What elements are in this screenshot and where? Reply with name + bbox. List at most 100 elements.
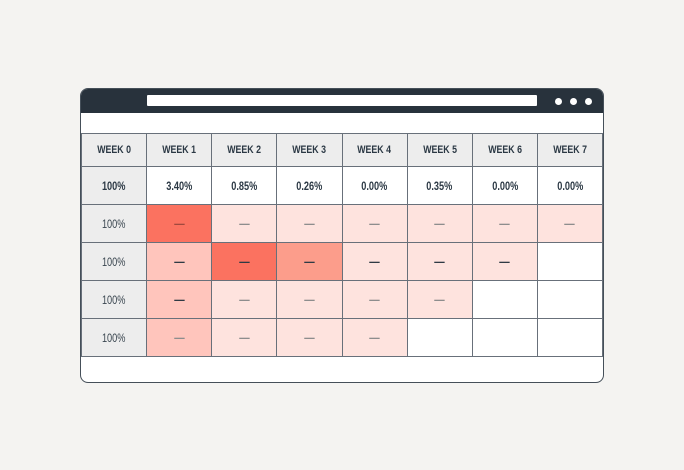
retention-value-cell: 0.00%	[471, 166, 538, 205]
week-header-row: WEEK 0 WEEK 1 WEEK 2 WEEK 3 WEEK 4 WEEK 5 WEEK…	[81, 133, 603, 167]
week-header-cell: WEEK 2	[211, 133, 278, 167]
browser-titlebar	[81, 89, 603, 113]
dash-value: —	[239, 291, 250, 307]
retention-value-cell: 0.85%	[211, 166, 278, 205]
heatmap-cell: —	[341, 280, 408, 319]
dash-value: —	[369, 291, 380, 307]
cohort-row: 100% — — — — — —	[81, 242, 603, 281]
dot-icon	[585, 97, 592, 105]
retention-value-cell: 0.00%	[536, 166, 603, 205]
dash-value: —	[499, 215, 511, 231]
heatmap-cell: —	[341, 318, 408, 357]
week-header-label: WEEK 5	[422, 144, 457, 156]
cohort-row: 100% — — — —	[81, 318, 603, 357]
dot-icon	[555, 97, 562, 105]
cohort-base-value: 100%	[102, 256, 126, 269]
heatmap-cell: —	[471, 204, 538, 243]
heatmap-cell: —	[146, 318, 213, 357]
retention-value: 0.00%	[556, 180, 583, 193]
dash-value: —	[434, 215, 445, 231]
cohort-base-cell: 100%	[81, 318, 148, 357]
retention-value: 0.26%	[296, 180, 323, 193]
heatmap-cell: —	[211, 318, 278, 357]
heatmap-cell: —	[276, 280, 343, 319]
heatmap-cell: —	[471, 242, 538, 281]
week-header-label: WEEK 6	[487, 144, 522, 156]
cohort-row: 100% — — — — —	[81, 280, 603, 319]
heatmap-cell: —	[211, 204, 278, 243]
address-bar	[147, 95, 537, 106]
empty-cell	[536, 318, 603, 357]
cohort-base-value: 100%	[102, 294, 126, 307]
dash-value: —	[434, 253, 445, 269]
dash-value: —	[304, 253, 315, 269]
dash-value: —	[239, 253, 250, 269]
dash-value: —	[369, 253, 380, 269]
week-header-cell: WEEK 5	[406, 133, 473, 167]
cohort-base-cell: 100%	[81, 280, 148, 319]
retention-value: 0.00%	[361, 180, 388, 193]
cohort-base-value: 100%	[102, 218, 126, 231]
retention-value: 0.85%	[231, 180, 258, 193]
heatmap-cell: —	[341, 242, 408, 281]
retention-table: WEEK 0 WEEK 1 WEEK 2 WEEK 3 WEEK 4 WEEK 5 WEEK…	[81, 133, 603, 357]
dash-value: —	[304, 329, 315, 345]
dash-value: —	[304, 215, 315, 231]
week-header-label: WEEK 7	[553, 144, 587, 156]
heatmap-cell: —	[406, 204, 473, 243]
menu-dots-icon	[555, 89, 592, 113]
cohort-row: 100% — — — — — — —	[81, 204, 603, 243]
dash-value: —	[304, 291, 315, 307]
cohort-base-cell: 100%	[81, 242, 148, 281]
heatmap-cell: —	[276, 318, 343, 357]
week-header-label: WEEK 0	[97, 144, 131, 156]
dash-value: —	[239, 215, 250, 231]
week-header-cell: WEEK 4	[341, 133, 408, 167]
week-header-cell: WEEK 1	[146, 133, 213, 167]
heatmap-cell: —	[146, 280, 213, 319]
retention-value: 100%	[102, 180, 126, 193]
week-header-label: WEEK 1	[162, 144, 197, 156]
week-header-cell: WEEK 0	[81, 133, 148, 167]
dash-value: —	[239, 329, 250, 345]
empty-cell	[406, 318, 473, 357]
heatmap-cell: —	[146, 204, 213, 243]
empty-cell	[471, 280, 538, 319]
dot-icon	[570, 97, 577, 105]
heatmap-cell: —	[146, 242, 213, 281]
heatmap-cell: —	[341, 204, 408, 243]
retention-value-cell: 0.26%	[276, 166, 343, 205]
empty-cell	[471, 318, 538, 357]
dash-value: —	[369, 215, 380, 231]
dash-value: —	[173, 329, 185, 345]
heatmap-cell: —	[276, 242, 343, 281]
retention-value: 0.00%	[491, 180, 518, 193]
retention-value-cell: 3.40%	[146, 166, 213, 205]
week-header-label: WEEK 4	[357, 144, 392, 156]
heatmap-cell: —	[406, 280, 473, 319]
week-header-cell: WEEK 3	[276, 133, 343, 167]
empty-cell	[536, 242, 603, 281]
week-header-cell: WEEK 7	[536, 133, 603, 167]
heatmap-cell: —	[536, 204, 603, 243]
retention-value-cell: 0.00%	[341, 166, 408, 205]
heatmap-cell: —	[211, 280, 278, 319]
cohort-base-value: 100%	[102, 332, 126, 345]
heatmap-cell: —	[211, 242, 278, 281]
heatmap-cell: —	[406, 242, 473, 281]
dash-value: —	[173, 291, 185, 307]
retention-value: 0.35%	[426, 180, 453, 193]
browser-window: WEEK 0 WEEK 1 WEEK 2 WEEK 3 WEEK 4 WEEK 5 WEEK…	[80, 88, 604, 383]
dash-value: —	[173, 253, 185, 269]
dash-value: —	[499, 253, 511, 269]
week0-summary-cell: 100%	[81, 166, 148, 205]
heatmap-cell: —	[276, 204, 343, 243]
dash-value: —	[369, 329, 380, 345]
week-header-label: WEEK 2	[227, 144, 262, 156]
week-header-cell: WEEK 6	[471, 133, 538, 167]
empty-cell	[536, 280, 603, 319]
dash-value: —	[564, 215, 576, 231]
retention-value: 3.40%	[166, 180, 193, 193]
dash-value: —	[434, 291, 445, 307]
